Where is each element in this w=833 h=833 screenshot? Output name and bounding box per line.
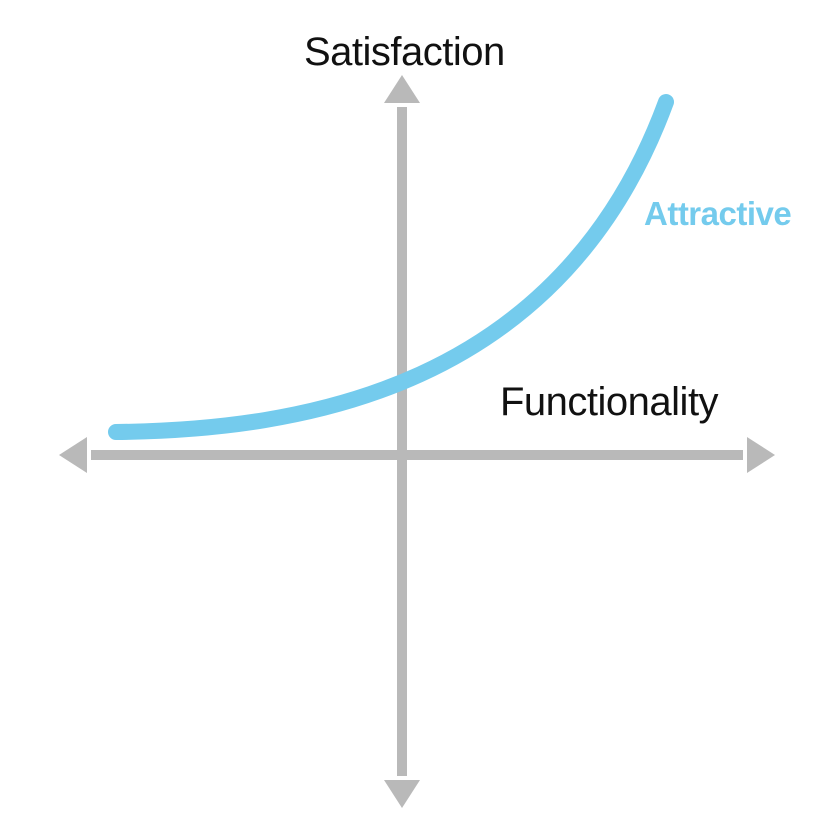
chart-stage: Satisfaction Functionality Attractive (0, 0, 833, 833)
y-axis-title: Satisfaction (304, 30, 505, 75)
attractive-curve-label: Attractive (644, 195, 791, 233)
x-axis-title: Functionality (500, 380, 718, 425)
